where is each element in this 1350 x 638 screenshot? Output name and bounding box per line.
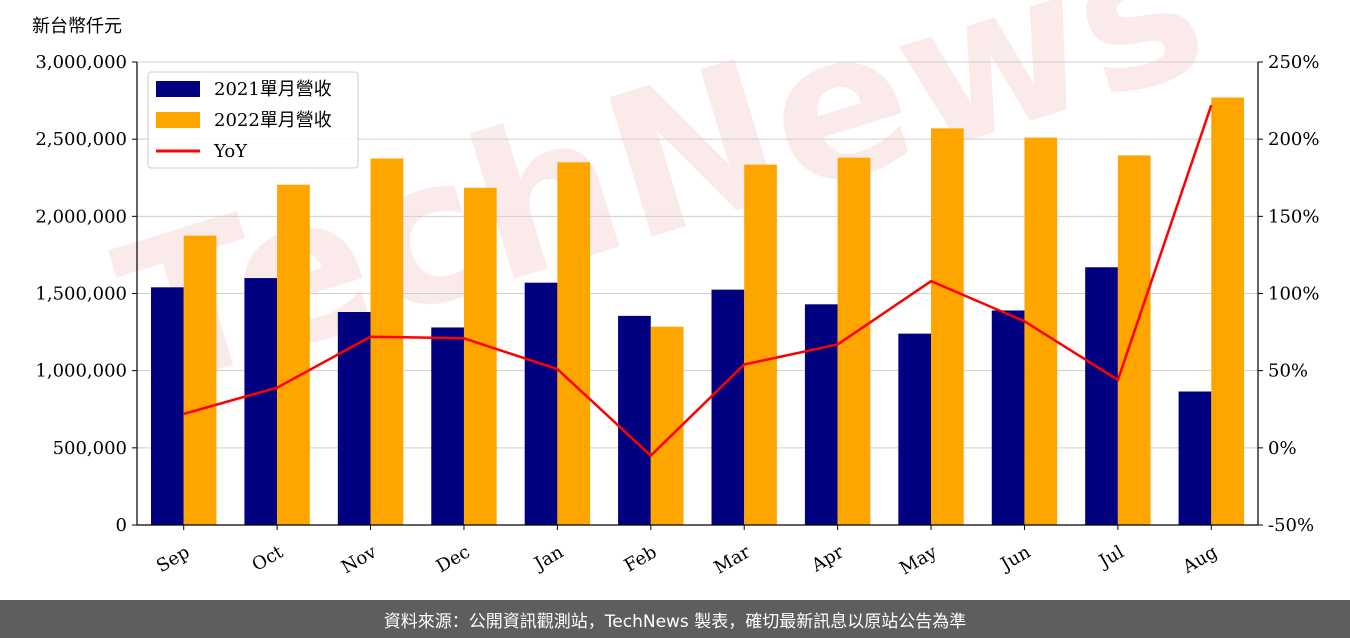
left-tick-label: 2,500,000 bbox=[35, 129, 127, 150]
bar-2021-aug bbox=[1178, 391, 1212, 525]
bar-2022-feb bbox=[650, 326, 684, 525]
left-tick-label: 2,000,000 bbox=[35, 206, 127, 227]
bar-2021-mar bbox=[711, 289, 745, 525]
right-tick-label: 150% bbox=[1268, 206, 1319, 227]
source-text: 資料來源：公開資訊觀測站，TechNews 製表，確切最新訊息以原站公告為準 bbox=[383, 611, 967, 632]
x-tick-label: Oct bbox=[249, 541, 288, 576]
legend-label: 2022單月營收 bbox=[214, 110, 332, 131]
bar-2022-may bbox=[931, 128, 964, 525]
x-tick-label: Aug bbox=[1178, 542, 1221, 579]
bar-2021-feb bbox=[618, 315, 651, 525]
x-tick-label: Apr bbox=[807, 541, 847, 576]
bar-2021-apr bbox=[804, 304, 838, 525]
x-tick-label: Jul bbox=[1094, 541, 1128, 573]
x-tick-label: Dec bbox=[433, 542, 474, 578]
bar-2022-sep bbox=[183, 235, 217, 525]
left-tick-label: 0 bbox=[116, 515, 127, 536]
chart: TechNews 0500,0001,000,0001,500,0002,000… bbox=[32, 0, 1319, 579]
bar-2022-jul bbox=[1117, 155, 1151, 525]
bar-2021-may bbox=[898, 333, 932, 525]
bar-2021-sep bbox=[151, 287, 184, 525]
bar-2022-aug bbox=[1211, 97, 1244, 525]
bar-2022-mar bbox=[744, 164, 777, 526]
bar-2021-nov bbox=[337, 312, 371, 525]
legend-label: YoY bbox=[213, 141, 248, 162]
x-tick-label: Nov bbox=[338, 541, 381, 578]
right-tick-label: 100% bbox=[1268, 284, 1319, 305]
x-tick-label: Feb bbox=[621, 542, 661, 577]
right-tick-label: -50% bbox=[1268, 515, 1314, 536]
left-tick-label: 1,000,000 bbox=[35, 361, 127, 382]
x-tick-label: Jan bbox=[529, 541, 567, 575]
x-tick-label: Sep bbox=[153, 542, 193, 577]
right-tick-label: 200% bbox=[1268, 129, 1319, 150]
bar-2021-oct bbox=[244, 278, 278, 525]
y-axis-unit: 新台幣仟元 bbox=[32, 16, 122, 37]
bar-2022-dec bbox=[463, 187, 497, 525]
bar-2021-jan bbox=[524, 282, 558, 525]
legend: 2021單月營收 2022單月營收 YoY bbox=[147, 71, 359, 169]
bar-2022-jan bbox=[557, 162, 591, 526]
right-tick-label: 0% bbox=[1268, 438, 1297, 459]
right-tick-label: 250% bbox=[1268, 52, 1319, 73]
x-tick-label: May bbox=[896, 541, 941, 579]
legend-swatch bbox=[156, 112, 200, 128]
bars bbox=[151, 97, 1244, 526]
yoy-line bbox=[183, 104, 1213, 457]
source-footer: 資料來源：公開資訊觀測站，TechNews 製表，確切最新訊息以原站公告為準 bbox=[0, 600, 1350, 638]
bar-2021-jun bbox=[991, 310, 1025, 525]
left-tick-label: 3,000,000 bbox=[35, 52, 127, 73]
bar-2022-oct bbox=[277, 184, 310, 525]
bar-2021-dec bbox=[431, 327, 464, 525]
bar-2022-nov bbox=[370, 158, 404, 526]
bar-2021-jul bbox=[1085, 267, 1118, 525]
legend-box bbox=[147, 71, 359, 169]
right-tick-label: 50% bbox=[1268, 361, 1308, 382]
left-tick-label: 500,000 bbox=[53, 438, 127, 459]
left-tick-label: 1,500,000 bbox=[35, 284, 127, 305]
yoy-line-group bbox=[183, 104, 1213, 457]
legend-swatch bbox=[156, 81, 200, 97]
legend-label: 2021單月營收 bbox=[214, 79, 332, 100]
x-tick-label: Mar bbox=[711, 541, 755, 578]
x-tick-label: Jun bbox=[996, 541, 1035, 576]
